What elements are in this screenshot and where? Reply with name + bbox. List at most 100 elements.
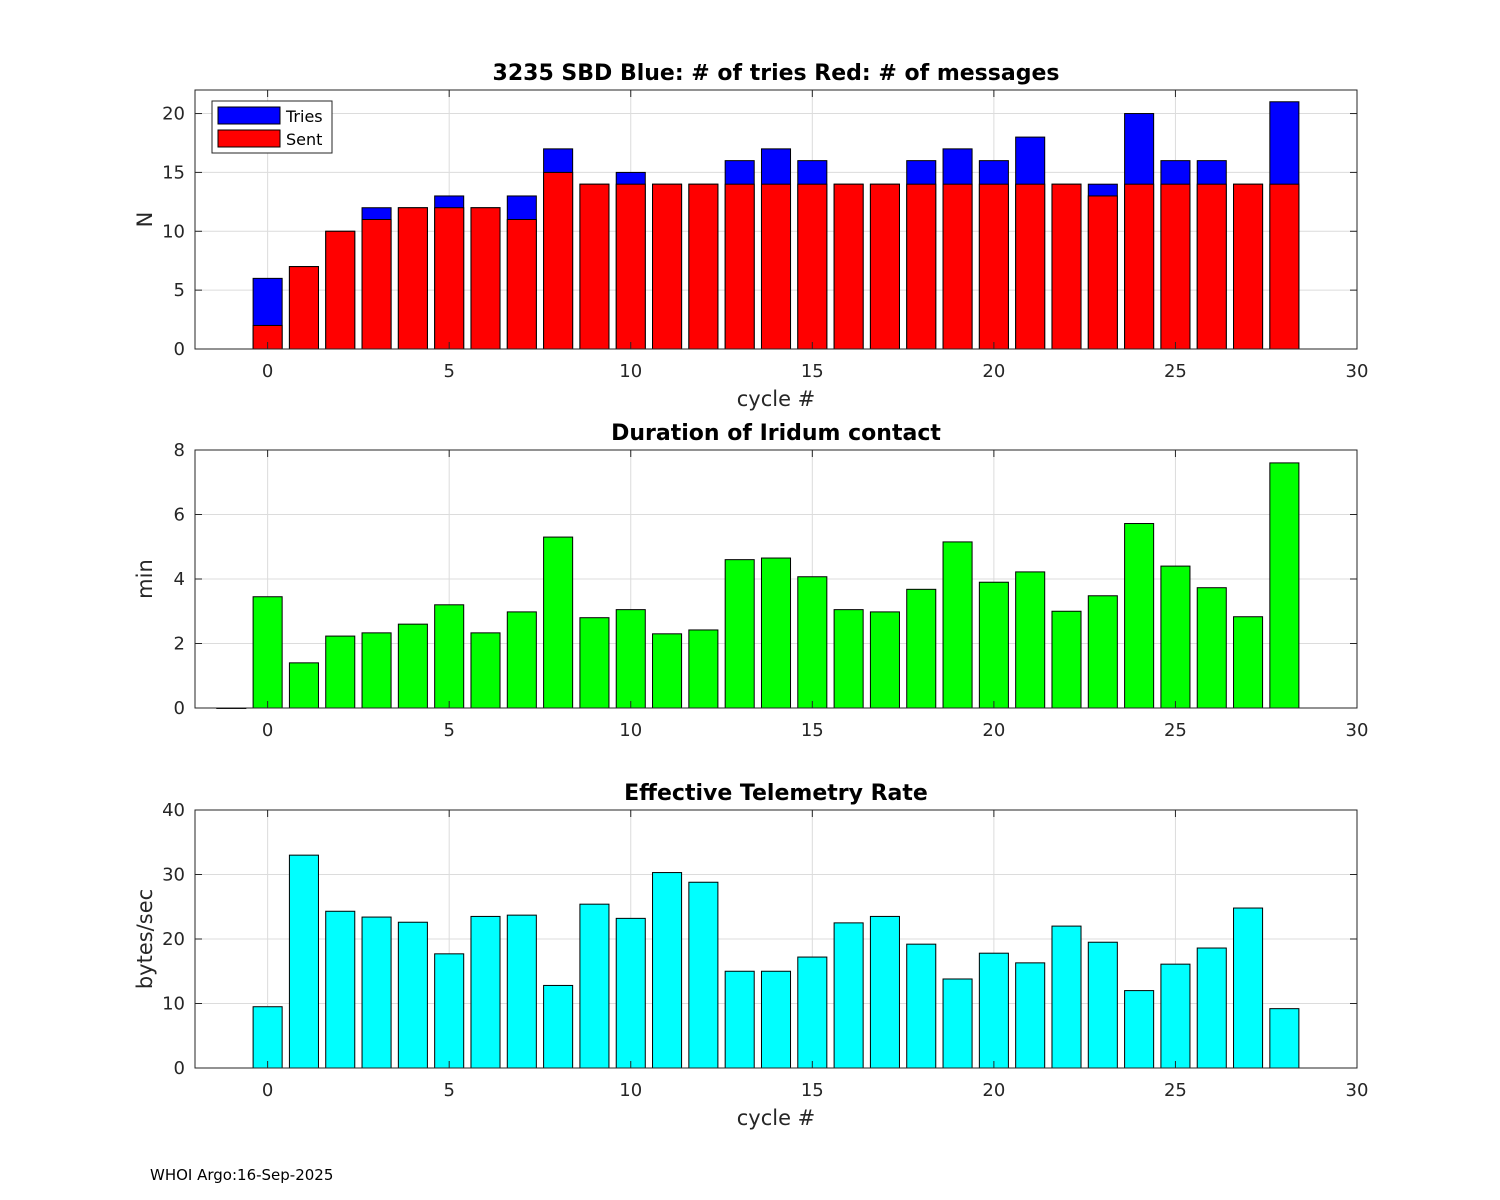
bar-duration-cycle-11	[652, 633, 683, 709]
bar-sent-cycle-5	[434, 207, 465, 350]
bar-rate-cycle-1	[288, 854, 319, 1069]
bar-sent-cycle-25	[1160, 183, 1191, 350]
bar-rate-cycle-22	[1051, 925, 1082, 1069]
bar-rate-cycle-14	[760, 970, 792, 1069]
bar-sent-cycle-4	[397, 207, 428, 350]
y-tick-label: 0	[174, 339, 185, 360]
bar-sent-cycle-10	[615, 183, 646, 350]
bar-duration-cycle-18	[906, 588, 937, 709]
bar-sent-cycle-22	[1051, 183, 1082, 350]
legend-label-sent: Sent	[286, 130, 322, 149]
x-tick-label: 5	[443, 720, 454, 741]
bar-sent-cycle-26	[1196, 183, 1227, 350]
bar-rate-cycle-17	[869, 915, 900, 1069]
bar-sent-cycle-16	[833, 183, 864, 350]
bar-rate-cycle-16	[833, 922, 864, 1069]
y-tick-label: 30	[162, 865, 185, 886]
bar-rate-cycle-0	[252, 1006, 283, 1069]
x-tick-label: 30	[1346, 1080, 1369, 1101]
bar-duration-cycle-6	[470, 632, 501, 709]
x-tick-label: 20	[982, 1080, 1005, 1101]
bar-duration-cycle-28	[1269, 462, 1300, 709]
bar-sent-cycle-20	[978, 183, 1009, 350]
x-tick-label: 15	[801, 1080, 824, 1101]
y-tick-label: 8	[174, 440, 185, 461]
y-tick-label: 6	[174, 505, 185, 526]
bar-rate-cycle-25	[1160, 963, 1191, 1069]
chart-title: Effective Telemetry Rate	[624, 781, 928, 806]
x-axis-label: cycle #	[737, 387, 816, 411]
bar-duration-cycle-5	[434, 604, 465, 709]
legend-swatch-sent	[217, 129, 281, 148]
y-axis-label: min	[133, 559, 157, 599]
bar-sent-cycle-18	[906, 183, 937, 350]
bar-duration-cycle-22	[1051, 610, 1082, 709]
bar-sent-cycle-21	[1015, 183, 1046, 350]
x-tick-label: 25	[1164, 361, 1187, 382]
chart-panel-2: 0 5 10 15 20 25 30 0 2 4 6 8 Duration of Iridum cont…	[133, 421, 1368, 741]
y-tick-label: 20	[162, 929, 185, 950]
bar-duration-cycle-26	[1196, 587, 1227, 709]
bar-sent-cycle-9	[579, 183, 610, 350]
x-tick-label: 20	[982, 720, 1005, 741]
bar-rate-cycle-10	[615, 917, 646, 1069]
bar-sent-cycle-6	[470, 207, 501, 350]
x-tick-label: 30	[1346, 720, 1369, 741]
y-axis-label: bytes/sec	[133, 889, 157, 989]
bar-duration-cycle-2	[325, 635, 356, 709]
x-axis-label: cycle #	[737, 1106, 816, 1130]
bar-rate-cycle-9	[579, 903, 610, 1069]
bar-sent-cycle-11	[652, 183, 683, 350]
bar-duration-cycle-3	[361, 632, 392, 709]
bar-rate-cycle-11	[652, 872, 683, 1069]
y-tick-label: 40	[162, 800, 185, 821]
bar-rate-cycle-5	[434, 953, 465, 1069]
bar-rate-cycle-3	[361, 916, 392, 1069]
bar-duration-cycle-27	[1233, 616, 1264, 709]
bar-sent-cycle-19	[942, 183, 973, 350]
bar-rate-cycle-13	[724, 970, 755, 1069]
bar-rate-cycle-26	[1196, 947, 1227, 1069]
bar-duration-cycle-1	[288, 662, 319, 709]
x-tick-label: 0	[262, 1080, 273, 1101]
bar-sent-cycle-7	[506, 219, 537, 350]
bar-sent-cycle-14	[760, 183, 792, 350]
x-tick-label: 25	[1164, 720, 1187, 741]
y-axis-label: N	[133, 212, 157, 228]
bar-sent-cycle-23	[1087, 195, 1118, 350]
x-tick-label: 5	[443, 1080, 454, 1101]
bar-rate-cycle-28	[1269, 1008, 1300, 1069]
x-tick-label: 0	[262, 720, 273, 741]
bar-rate-cycle-12	[688, 881, 719, 1069]
bar-rate-cycle-19	[942, 978, 973, 1069]
bar-rate-cycle-2	[325, 910, 356, 1069]
bar-duration-cycle-23	[1087, 595, 1118, 709]
bar-rate-cycle-6	[470, 915, 501, 1069]
bar-rate-cycle-4	[397, 921, 428, 1069]
bar-rate-cycle-7	[506, 914, 537, 1069]
bar-duration-cycle-10	[615, 609, 646, 709]
bar-sent-cycle-2	[325, 230, 356, 350]
y-tick-label: 0	[174, 698, 185, 719]
x-tick-label: 25	[1164, 1080, 1187, 1101]
chart-panel-3: 0 5 10 15 20 25 30 0 10 20 30 40 Effective Telemetry…	[133, 781, 1368, 1130]
y-tick-label: 20	[162, 104, 185, 125]
y-tick-label: 4	[174, 569, 185, 590]
footer-stamp: WHOI Argo:16-Sep-2025	[150, 1166, 334, 1184]
y-tick-label: 5	[174, 280, 185, 301]
y-tick-label: 10	[162, 221, 185, 242]
plot-frame	[194, 89, 1358, 350]
chart-title: 3235 SBD Blue: # of tries Red: # of mess…	[493, 61, 1060, 86]
bar-duration-cycle-15	[797, 576, 828, 709]
bar-rate-cycle-15	[797, 956, 828, 1069]
bar-sent-cycle-15	[797, 183, 828, 350]
bar-duration-cycle-17	[869, 611, 900, 709]
bar-duration-cycle-4	[397, 623, 428, 709]
bar-duration-cycle-12	[688, 629, 719, 709]
bar-rate-cycle-18	[906, 943, 937, 1069]
bar-duration-cycle-21	[1015, 571, 1046, 709]
bar-sent-cycle-3	[361, 219, 392, 350]
bar-rate-cycle-24	[1124, 990, 1155, 1069]
y-tick-label: 15	[162, 162, 185, 183]
